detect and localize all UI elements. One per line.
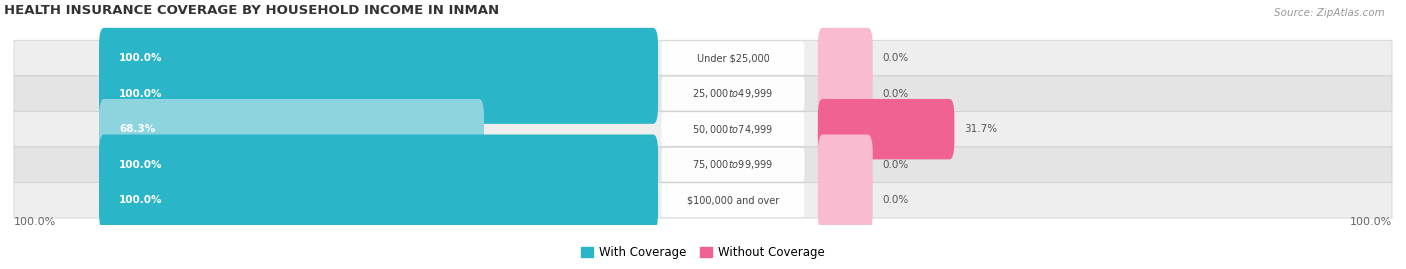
FancyBboxPatch shape [14,111,1392,147]
Text: Under $25,000: Under $25,000 [696,53,769,63]
FancyBboxPatch shape [818,28,873,88]
FancyBboxPatch shape [662,148,804,181]
FancyBboxPatch shape [98,28,658,88]
FancyBboxPatch shape [662,41,804,75]
Text: 31.7%: 31.7% [965,124,997,134]
FancyBboxPatch shape [98,134,658,195]
FancyBboxPatch shape [818,134,873,195]
FancyBboxPatch shape [818,99,955,160]
Text: 0.0%: 0.0% [883,89,908,99]
Text: $25,000 to $49,999: $25,000 to $49,999 [692,87,773,100]
FancyBboxPatch shape [98,99,484,160]
Text: 0.0%: 0.0% [883,53,908,63]
Text: 100.0%: 100.0% [14,217,56,227]
Text: 100.0%: 100.0% [1350,217,1392,227]
Text: $100,000 and over: $100,000 and over [686,195,779,205]
Text: $50,000 to $74,999: $50,000 to $74,999 [692,123,773,136]
FancyBboxPatch shape [662,112,804,146]
Text: $75,000 to $99,999: $75,000 to $99,999 [692,158,773,171]
FancyBboxPatch shape [14,182,1392,218]
Text: 100.0%: 100.0% [120,53,163,63]
Text: 0.0%: 0.0% [883,160,908,170]
FancyBboxPatch shape [14,76,1392,111]
FancyBboxPatch shape [818,170,873,231]
FancyBboxPatch shape [98,63,658,124]
Legend: With Coverage, Without Coverage: With Coverage, Without Coverage [576,241,830,264]
FancyBboxPatch shape [818,63,873,124]
Text: HEALTH INSURANCE COVERAGE BY HOUSEHOLD INCOME IN INMAN: HEALTH INSURANCE COVERAGE BY HOUSEHOLD I… [4,4,499,17]
FancyBboxPatch shape [662,183,804,217]
Text: Source: ZipAtlas.com: Source: ZipAtlas.com [1274,8,1385,18]
FancyBboxPatch shape [98,170,658,231]
FancyBboxPatch shape [14,147,1392,182]
Text: 100.0%: 100.0% [120,89,163,99]
FancyBboxPatch shape [14,40,1392,76]
Text: 100.0%: 100.0% [120,195,163,205]
FancyBboxPatch shape [662,77,804,110]
Text: 100.0%: 100.0% [120,160,163,170]
Text: 0.0%: 0.0% [883,195,908,205]
Text: 68.3%: 68.3% [120,124,155,134]
